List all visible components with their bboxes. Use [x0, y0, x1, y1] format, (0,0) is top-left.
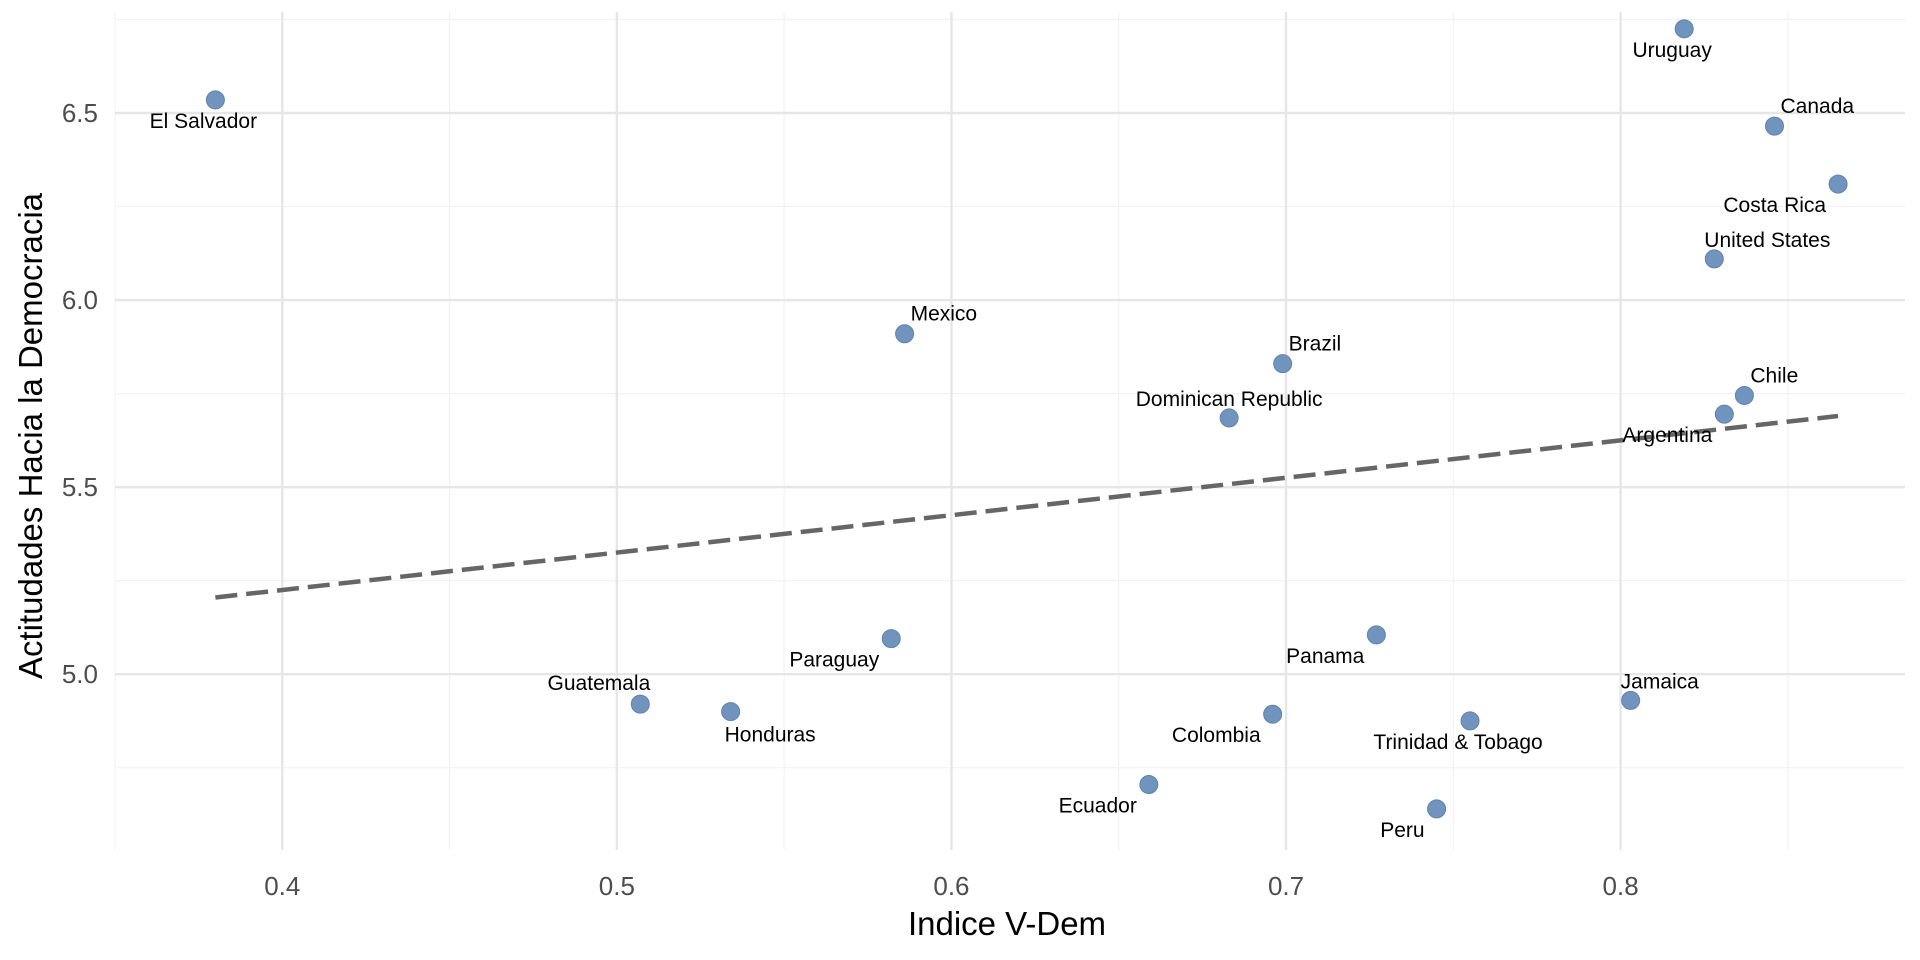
point-label: Jamaica — [1621, 670, 1700, 693]
point-labels-layer: El Salvador Uruguay Canada Costa Rica United… — [150, 39, 1855, 842]
point-label: Argentina — [1622, 424, 1712, 447]
point-label: Chile — [1750, 364, 1798, 387]
point-label: Trinidad & Tobago — [1373, 731, 1542, 754]
y-tick-label: 6.0 — [62, 285, 98, 315]
y-tick-label: 6.5 — [62, 98, 98, 128]
x-tick-label: 0.8 — [1603, 871, 1639, 901]
data-point — [721, 702, 741, 722]
point-label: Costa Rica — [1723, 194, 1826, 217]
point-label: Honduras — [725, 724, 816, 747]
data-point — [1828, 174, 1848, 194]
point-label: United States — [1704, 229, 1830, 252]
data-point — [1263, 704, 1283, 724]
data-point — [881, 629, 901, 649]
point-label: Peru — [1380, 819, 1424, 842]
data-point — [1460, 711, 1480, 731]
x-tick-label: 0.4 — [264, 871, 300, 901]
x-axis-ticks: 0.4 0.5 0.6 0.7 0.8 — [264, 871, 1638, 901]
point-label: Guatemala — [548, 672, 651, 695]
data-point — [1273, 354, 1293, 374]
point-label: Paraguay — [789, 649, 879, 672]
point-label: Panama — [1286, 645, 1365, 668]
trend-line — [215, 413, 1839, 600]
point-label: Colombia — [1172, 724, 1261, 747]
data-point — [1704, 249, 1724, 269]
data-point — [895, 324, 915, 344]
y-axis-title: Actitudades Hacia la Democracia — [12, 192, 49, 679]
x-axis-title: Indice V-Dem — [908, 905, 1106, 942]
points-layer — [205, 19, 1848, 819]
x-tick-label: 0.6 — [933, 871, 969, 901]
data-point — [1219, 408, 1239, 428]
data-point — [1765, 116, 1785, 136]
point-label: El Salvador — [150, 110, 257, 133]
data-point — [1366, 625, 1386, 645]
y-axis-ticks: 5.0 5.5 6.0 6.5 — [62, 98, 98, 689]
point-label: Brazil — [1289, 333, 1342, 356]
point-label: Dominican Republic — [1136, 388, 1323, 411]
point-label: Ecuador — [1059, 795, 1137, 818]
point-label: Mexico — [911, 303, 978, 326]
point-label: Canada — [1781, 95, 1855, 118]
data-point — [1427, 799, 1447, 819]
data-point — [1621, 690, 1641, 710]
x-tick-label: 0.5 — [599, 871, 635, 901]
data-point — [205, 90, 225, 110]
data-point — [1714, 404, 1734, 424]
data-point — [630, 694, 650, 714]
y-tick-label: 5.5 — [62, 472, 98, 502]
data-point — [1139, 775, 1159, 795]
y-tick-label: 5.0 — [62, 659, 98, 689]
data-point — [1674, 19, 1694, 39]
data-point — [1734, 385, 1754, 405]
grid — [114, 12, 1905, 850]
point-label: Uruguay — [1632, 39, 1712, 62]
x-tick-label: 0.7 — [1268, 871, 1304, 901]
trend-line-layer — [215, 413, 1839, 600]
